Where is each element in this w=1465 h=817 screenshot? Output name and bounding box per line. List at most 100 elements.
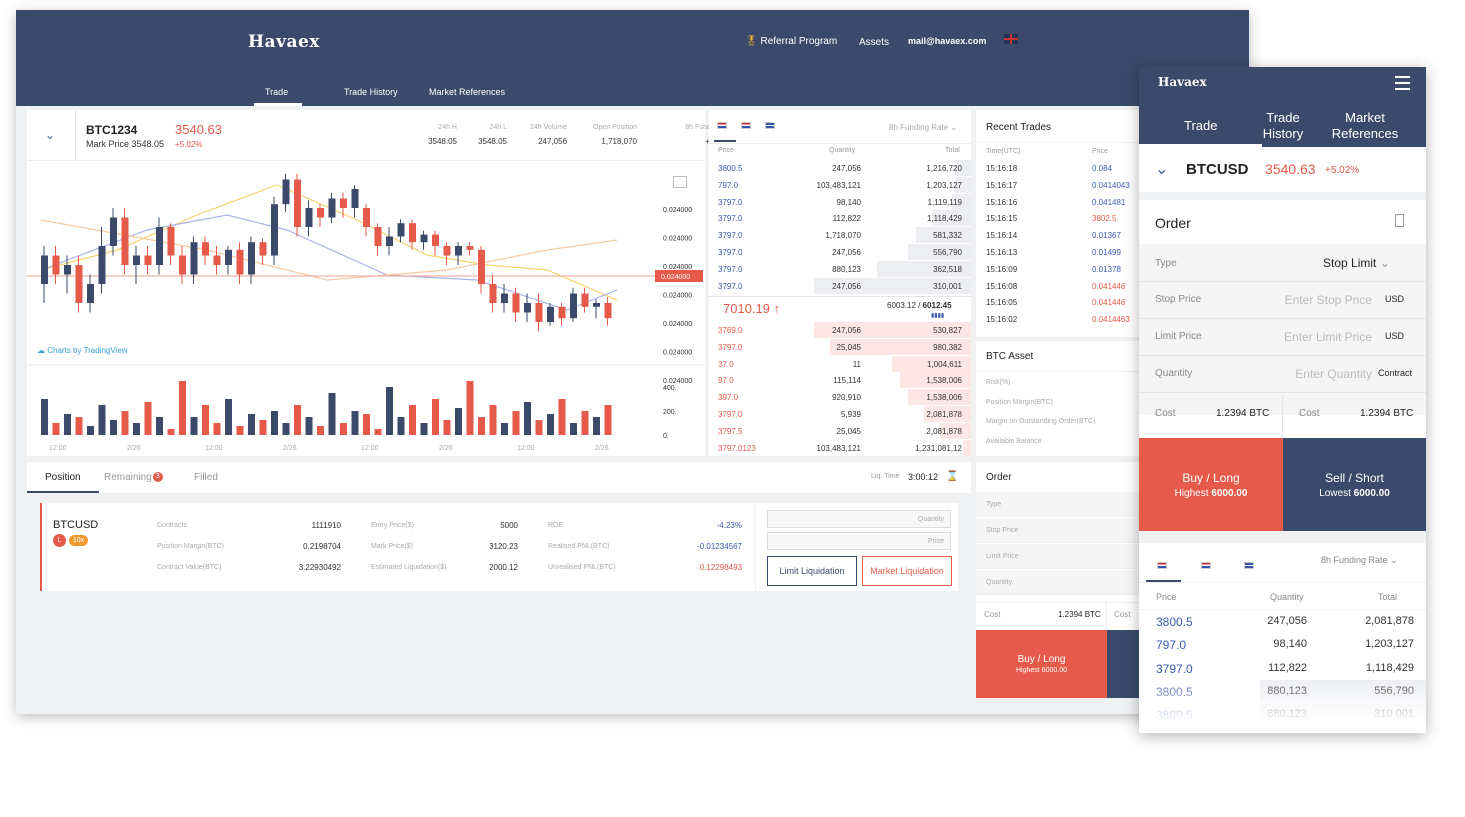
buy-long-button[interactable]: Buy / Long Highest 6000.00 [976, 630, 1107, 698]
ask-price: 3797.0 [718, 248, 743, 257]
bid-row[interactable]: 3797.0 25,045 980,382 [709, 338, 971, 356]
price-chart[interactable]: 0.024000 0.024000 0.024000 0.024000 0.024000… [27, 160, 705, 456]
stat-1: 24h L 3548.05 [437, 124, 507, 146]
candle [98, 246, 106, 284]
book-view-asks-icon[interactable] [741, 122, 751, 131]
tab-market-references[interactable]: Market References [429, 87, 506, 97]
bid-row[interactable]: 3797.0123 103,483,121 1,231,081,12 [709, 439, 971, 457]
mobile-book-asks-icon[interactable] [1201, 556, 1211, 574]
ask-row[interactable]: 3797.0 112,822 1,118,429 [709, 210, 971, 227]
order-field-0[interactable]: Type [976, 492, 1149, 517]
divider [1139, 281, 1426, 282]
order-field-3[interactable]: Quantity [976, 570, 1149, 595]
volume-bar [317, 426, 324, 435]
referral-link[interactable]: 🎖 Referral Program [745, 36, 838, 47]
mobile-field-input[interactable]: Enter Limit Price [1283, 330, 1372, 344]
mobile-book-both-icon[interactable] [1157, 556, 1167, 574]
total: 2,081,878 [926, 410, 962, 419]
bid-row[interactable]: 37.0 11 1,004,611 [709, 355, 971, 373]
chevron-down-icon[interactable]: ⌄ [45, 128, 56, 142]
mobile-col-quantity: Quantity [1270, 592, 1304, 602]
mobile-funding-select[interactable]: 8h Funding Rate ⌄ [1321, 555, 1398, 565]
calculator-icon[interactable] [1395, 214, 1404, 227]
ask-row[interactable]: 3800.5 247,056 1,216,720 [709, 160, 971, 177]
trade-price: 0.041446 [1092, 298, 1126, 308]
mark-price-label: Mark Price [86, 139, 130, 149]
ask-row[interactable]: 3797.0 880,123 362,518 [709, 260, 971, 278]
bid-row[interactable]: 97.0 115,114 1,538,006 [709, 372, 971, 389]
bid-row[interactable]: 3797.5 25,045 2,081,878 [709, 422, 971, 440]
mobile-buy-long-button[interactable]: Buy / Long Highest 6000.00 [1139, 438, 1283, 531]
time-tick: 2/26 [439, 445, 453, 452]
total: 1,538,006 [926, 376, 962, 386]
quantity-input[interactable]: Quantity [767, 510, 951, 528]
volume-bar [432, 399, 439, 435]
bid-row[interactable]: 3797.0 5,939 2,081,878 [709, 406, 971, 423]
mobile-ask-row[interactable]: 3797.0 112,822 1,118,429 [1139, 657, 1426, 680]
mobile-field-unit: Contract [1378, 368, 1413, 378]
volume-bar [213, 423, 221, 435]
funding-rate-select[interactable]: 8h Funding Rate ⌄ [889, 123, 958, 132]
volume-bar [409, 405, 416, 435]
mobile-field-label: Stop Price [1155, 294, 1202, 305]
ask-row[interactable]: 3797.0 247,056 556,790 [709, 244, 971, 261]
external-link-icon[interactable] [673, 176, 687, 188]
account-email[interactable]: mail@havaex.com [908, 36, 987, 46]
mobile-book-bids-icon[interactable] [1244, 556, 1254, 574]
col-price: Price [1092, 148, 1108, 155]
ask-price: 3797.0 [718, 214, 743, 224]
ask-row[interactable]: 3797.0 1,718,070 581,332 [709, 227, 971, 244]
candle [41, 255, 48, 284]
tab-trade-history[interactable]: Trade History [344, 87, 398, 97]
tab-position[interactable]: Position [45, 472, 81, 483]
book-view-both-icon[interactable] [717, 122, 727, 131]
uk-flag-icon[interactable] [1004, 34, 1018, 47]
mobile-tab-market-references[interactable]: Market References [1331, 110, 1399, 141]
ask-row[interactable]: 797.0 103,483,121 1,203,127 [709, 176, 971, 194]
hamburger-menu-icon[interactable] [1395, 76, 1410, 90]
mobile-field-input[interactable]: Enter Stop Price [1284, 293, 1372, 307]
total: 980,382 [933, 342, 962, 352]
position-field-label: Entry Price($) [371, 522, 414, 529]
bid-row[interactable]: 3769.0 247,056 530,827 [709, 322, 971, 339]
tradingview-credit[interactable]: ☁ Charts by TradingView [37, 346, 128, 355]
mobile-field-label: Limit Price [1155, 331, 1202, 342]
order-field-1[interactable]: Stop Price [976, 518, 1149, 543]
limit-liquidation-button[interactable]: Limit Liquidation [767, 556, 857, 586]
trade-row: 15:16:18 0.084 [976, 160, 1149, 177]
ask-row[interactable]: 3797.0 98,140 1,119,119 [709, 193, 971, 211]
bid-row[interactable]: 397.0 920,910 1,538,006 [709, 389, 971, 406]
depth-bar [955, 176, 971, 193]
stat-0: 24h H 3548.05 [387, 124, 457, 146]
assets-link[interactable]: Assets [859, 37, 890, 48]
candle [328, 198, 336, 218]
tab-filled[interactable]: Filled [194, 472, 218, 483]
mobile-tab-trade-history[interactable]: Trade History [1262, 110, 1304, 141]
volume-bar [581, 411, 589, 435]
candle [547, 306, 554, 322]
mobile-ask-row[interactable]: 3800.5 247,056 2,081,878 [1139, 610, 1426, 633]
book-view-bids-icon[interactable] [765, 122, 775, 131]
ask-row[interactable]: 3797.0 247,056 310,001 [709, 277, 971, 295]
trade-price: 0.041446 [1092, 281, 1126, 291]
total: 1,538,006 [926, 393, 962, 403]
tab-trade[interactable]: Trade [265, 87, 289, 97]
market-liquidation-button[interactable]: Market Liquidation [862, 556, 952, 586]
mobile-sell-short-button[interactable]: Sell / Short Lowest 6000.00 [1283, 438, 1426, 531]
order-field-2[interactable]: Limit Price [976, 544, 1149, 569]
chevron-down-icon[interactable]: ⌄ [1155, 161, 1169, 178]
mobile-tab-trade[interactable]: Trade [1184, 118, 1218, 133]
depth-bar [952, 193, 971, 210]
candle [443, 246, 451, 256]
tab-remaining[interactable]: Remaining 3 [104, 472, 163, 483]
candle [282, 179, 290, 205]
time-tick: 12:00 [517, 445, 535, 452]
order-field-label: Limit Price [986, 553, 1019, 560]
mobile-field-input[interactable]: Enter Quantity [1295, 367, 1372, 381]
price-input[interactable]: Price [767, 532, 951, 550]
mobile-ask-row[interactable]: 797.0 98,140 1,203,127 [1139, 633, 1426, 656]
depth-bar [900, 372, 971, 389]
candle [420, 234, 428, 243]
time-tick: 2/26 [127, 445, 141, 452]
type-select[interactable]: Stop Limit ⌄ [1323, 256, 1390, 270]
